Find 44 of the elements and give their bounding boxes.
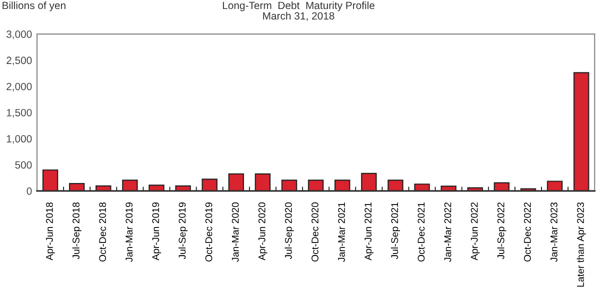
x-tick-label: Apr-Jun 2018 [46,202,55,260]
x-tick-label: Jan-Mar 2020 [232,202,239,262]
x-tick-label: Jan-Mar 2019 [126,202,133,262]
y-tick-label: 500 [15,161,32,169]
bar [308,180,324,191]
bar [573,72,590,191]
x-tick-label: Jan-Mar 2022 [444,202,452,262]
x-tick-label: Oct-Dec 2020 [312,202,318,262]
y-tick-label: 1,000 [6,135,32,144]
chart-title: Long-Term Debt Maturity Profile March 31, 2018 [222,1,374,21]
x-tick-label: Apr-Jun 2019 [152,202,162,260]
y-axis-title: Billions of yen [2,1,66,12]
bar [254,173,271,191]
bar [42,169,58,191]
y-tick-label: 2,000 [6,82,32,92]
x-tick-label: Apr-Jun 2022 [470,202,480,260]
bar [122,180,138,191]
x-tick-label: Oct-Dec 2019 [205,202,212,262]
y-tick-label: 1,500 [6,108,32,118]
x-tick-label: Later than Apr 2023 [576,202,586,287]
bar [361,172,377,191]
x-tick-label: Jan-Mar 2023 [550,202,558,262]
bar [281,180,298,191]
y-tick-label: 0 [26,187,32,195]
bar [228,173,244,191]
x-tick-label: Apr-Jun 2020 [258,202,268,260]
bar [148,184,164,191]
y-tick-label: 2,500 [6,56,32,66]
x-tick-label: Jul-Sep 2022 [497,202,506,260]
x-tick-label: Oct-Dec 2022 [524,202,531,262]
x-tick-label: Oct-Dec 2021 [418,202,425,262]
bar [334,180,350,191]
x-tick-label: Jan-Mar 2021 [338,202,345,262]
x-tick-label: Jul-Sep 2018 [72,202,82,260]
x-tick-label: Jul-Sep 2021 [390,202,400,260]
x-tick-label: Apr-Jun 2021 [364,202,374,260]
x-tick-label: Jul-Sep 2020 [284,202,294,260]
x-tick-label: Oct-Dec 2018 [99,202,106,262]
bar [546,180,563,191]
bar [388,180,404,191]
y-tick-label: 3,000 [6,30,32,40]
bar [202,178,218,191]
x-tick-label: Jul-Sep 2019 [178,202,188,260]
bar [414,184,430,191]
